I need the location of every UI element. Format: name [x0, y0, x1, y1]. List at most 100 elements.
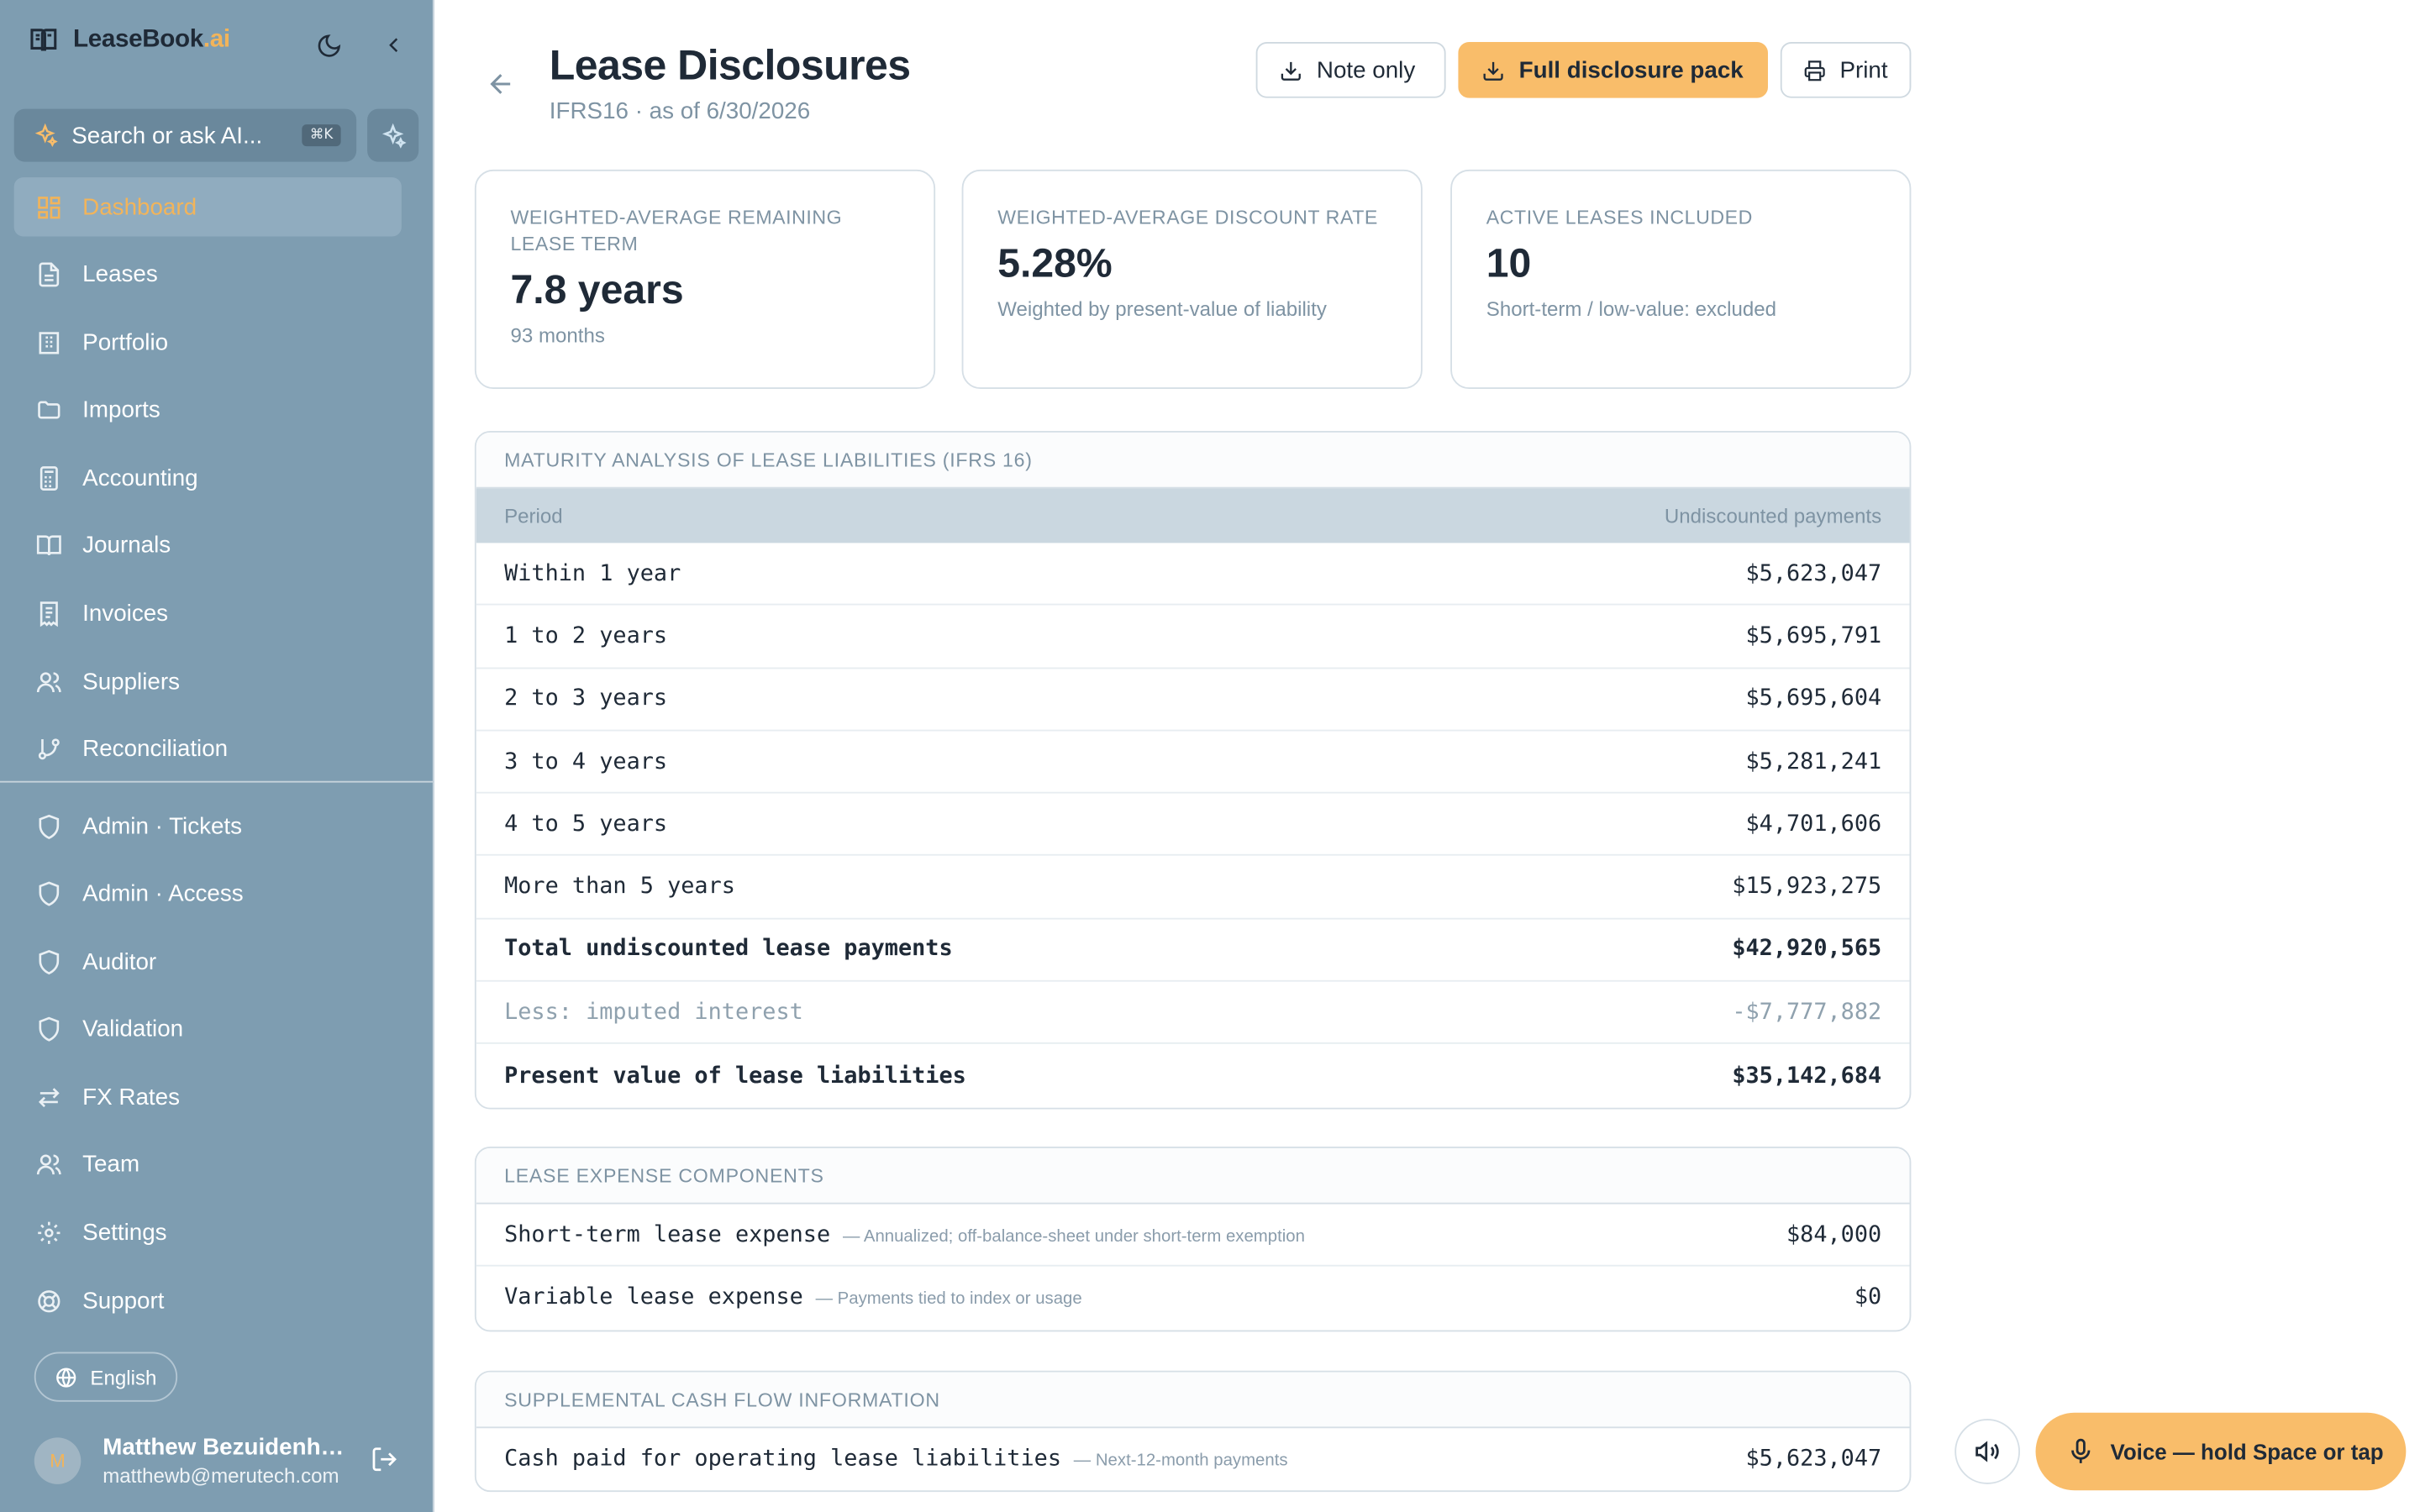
shield-icon	[34, 1016, 62, 1043]
print-label: Print	[1839, 56, 1888, 84]
speaker-button[interactable]	[1954, 1419, 2021, 1484]
table-row: Variable lease expense — Payments tied to…	[476, 1267, 1910, 1330]
language-selector[interactable]: English	[34, 1352, 177, 1402]
row-amount: $5,623,047	[1745, 1446, 1882, 1473]
row-period: 3 to 4 years	[504, 748, 668, 774]
kpi-card-remaining-term: Weighted-average remaining lease term 7.…	[474, 169, 936, 390]
folder-icon	[34, 396, 62, 424]
lifebuoy-icon	[34, 1287, 62, 1315]
kpi-note: Weighted by present-value of liability	[997, 297, 1327, 321]
collapse-sidebar-chevron-icon[interactable]	[376, 28, 411, 62]
full-disclosure-pack-button[interactable]: Full disclosure pack	[1458, 42, 1768, 98]
nav-item-journals[interactable]: Journals	[14, 517, 402, 575]
table-row: 4 to 5 years $4,701,606	[476, 794, 1910, 857]
row-period: Present value of lease liabilities	[504, 1063, 966, 1089]
avatar: M	[34, 1437, 82, 1484]
nav-item-admin-tickets[interactable]: Admin · Tickets	[14, 796, 402, 855]
column-header-undiscounted: Undiscounted payments	[1664, 504, 1882, 528]
table-header: Period Undiscounted payments	[476, 488, 1910, 543]
panel-title: Supplemental cash flow information	[476, 1372, 1910, 1429]
row-amount: $42,920,565	[1732, 937, 1882, 963]
column-header-period: Period	[504, 504, 563, 528]
nav-item-suppliers[interactable]: Suppliers	[14, 652, 402, 711]
nav-item-fx-rates[interactable]: FX Rates	[14, 1068, 402, 1126]
table-row: More than 5 years $15,923,275	[476, 857, 1910, 920]
nav-item-reconciliation[interactable]: Reconciliation	[14, 720, 402, 779]
nav-label: Team	[82, 1152, 140, 1179]
nav-label: Invoices	[82, 601, 169, 627]
print-button[interactable]: Print	[1780, 42, 1912, 98]
nav-item-admin-access[interactable]: Admin · Access	[14, 864, 402, 923]
nav-label: Admin · Tickets	[82, 812, 243, 840]
row-amount: $5,281,241	[1745, 748, 1882, 774]
lease-expense-panel: Lease expense components Short-term leas…	[474, 1146, 1912, 1331]
gear-icon	[34, 1219, 62, 1247]
row-period: Within 1 year	[504, 560, 681, 586]
user-profile[interactable]: M Matthew Bezuidenhout matthewb@merutech…	[34, 1435, 352, 1488]
row-note: — Annualized; off-balance-sheet under sh…	[842, 1226, 1305, 1246]
panel-title: Maturity analysis of lease liabilities (…	[476, 432, 1910, 489]
cash-flow-panel: Supplemental cash flow information Cash …	[474, 1370, 1912, 1493]
nav-item-leases[interactable]: Leases	[14, 245, 402, 304]
shield-icon	[34, 880, 62, 908]
git-branch-icon	[34, 736, 62, 764]
row-label: Cash paid for operating lease liabilitie…	[504, 1446, 1061, 1473]
logout-icon[interactable]	[371, 1446, 398, 1482]
book-logo-icon	[30, 29, 57, 51]
book-icon	[34, 532, 62, 559]
row-amount: $4,701,606	[1745, 811, 1882, 837]
row-amount: $35,142,684	[1732, 1063, 1882, 1089]
row-amount: $5,695,604	[1745, 686, 1882, 711]
nav-item-validation[interactable]: Validation	[14, 1000, 402, 1058]
maturity-analysis-panel: Maturity analysis of lease liabilities (…	[474, 431, 1912, 1109]
nav-item-dashboard[interactable]: Dashboard	[13, 177, 402, 237]
sparkle-icon	[381, 122, 407, 148]
nav-label: Imports	[82, 396, 160, 424]
sidebar: LeaseBook.ai Search or ask AI... ⌘K Dash…	[0, 0, 434, 1512]
nav-item-accounting[interactable]: Accounting	[14, 449, 402, 507]
row-amount: $0	[1854, 1285, 1882, 1311]
nav-item-invoices[interactable]: Invoices	[14, 585, 402, 643]
table-row: Cash paid for operating lease liabilitie…	[476, 1428, 1910, 1491]
kpi-card-discount-rate: Weighted-average discount rate 5.28% Wei…	[961, 169, 1423, 390]
nav-label: Reconciliation	[82, 736, 229, 763]
nav-item-settings[interactable]: Settings	[14, 1204, 402, 1263]
nav-label: Suppliers	[82, 668, 181, 696]
arrows-icon	[34, 1084, 62, 1111]
users-icon	[34, 1151, 62, 1179]
user-name: Matthew Bezuidenhout	[103, 1434, 352, 1462]
note-only-button[interactable]: Note only	[1255, 42, 1446, 98]
nav-item-imports[interactable]: Imports	[14, 381, 402, 439]
present-value-row: Present value of lease liabilities $35,14…	[476, 1044, 1910, 1107]
panel-title: Lease expense components	[476, 1147, 1910, 1205]
nav-item-auditor[interactable]: Auditor	[14, 932, 402, 991]
building-icon	[34, 328, 62, 356]
row-period: Total undiscounted lease payments	[504, 937, 953, 963]
table-row: 1 to 2 years $5,695,791	[476, 606, 1910, 669]
nav-label: FX Rates	[82, 1084, 180, 1111]
nav-item-support[interactable]: Support	[14, 1271, 402, 1330]
brand[interactable]: LeaseBook.ai	[28, 22, 230, 59]
row-label: Short-term lease expense	[504, 1222, 831, 1247]
voice-input-button[interactable]: Voice — hold Space or tap	[2035, 1412, 2407, 1491]
primary-nav: Dashboard Leases Portfolio Imports Accou…	[13, 177, 402, 788]
theme-toggle-moon-icon[interactable]	[311, 28, 345, 62]
download-icon	[1281, 60, 1301, 80]
kpi-value: 7.8 years	[510, 265, 684, 313]
ai-assistant-button[interactable]	[367, 108, 419, 162]
nav-divider	[0, 780, 434, 783]
page-subtitle: IFRS16 · as of 6/30/2026	[549, 97, 811, 125]
interest-row: Less: imputed interest -$7,777,882	[476, 982, 1910, 1045]
nav-label: Leases	[82, 261, 158, 288]
table-row: Short-term lease expense — Annualized; of…	[476, 1205, 1910, 1268]
nav-item-team[interactable]: Team	[14, 1136, 402, 1194]
kpi-note: 93 months	[510, 323, 605, 348]
search-ask-ai-input[interactable]: Search or ask AI... ⌘K	[13, 108, 357, 162]
row-note: — Payments tied to index or usage	[815, 1290, 1082, 1310]
user-email: matthewb@merutech.com	[103, 1463, 339, 1488]
row-period: 1 to 2 years	[504, 623, 668, 649]
document-icon	[34, 260, 62, 288]
nav-item-portfolio[interactable]: Portfolio	[14, 313, 402, 372]
back-arrow-icon[interactable]	[486, 68, 517, 107]
row-period: 4 to 5 years	[504, 811, 668, 837]
